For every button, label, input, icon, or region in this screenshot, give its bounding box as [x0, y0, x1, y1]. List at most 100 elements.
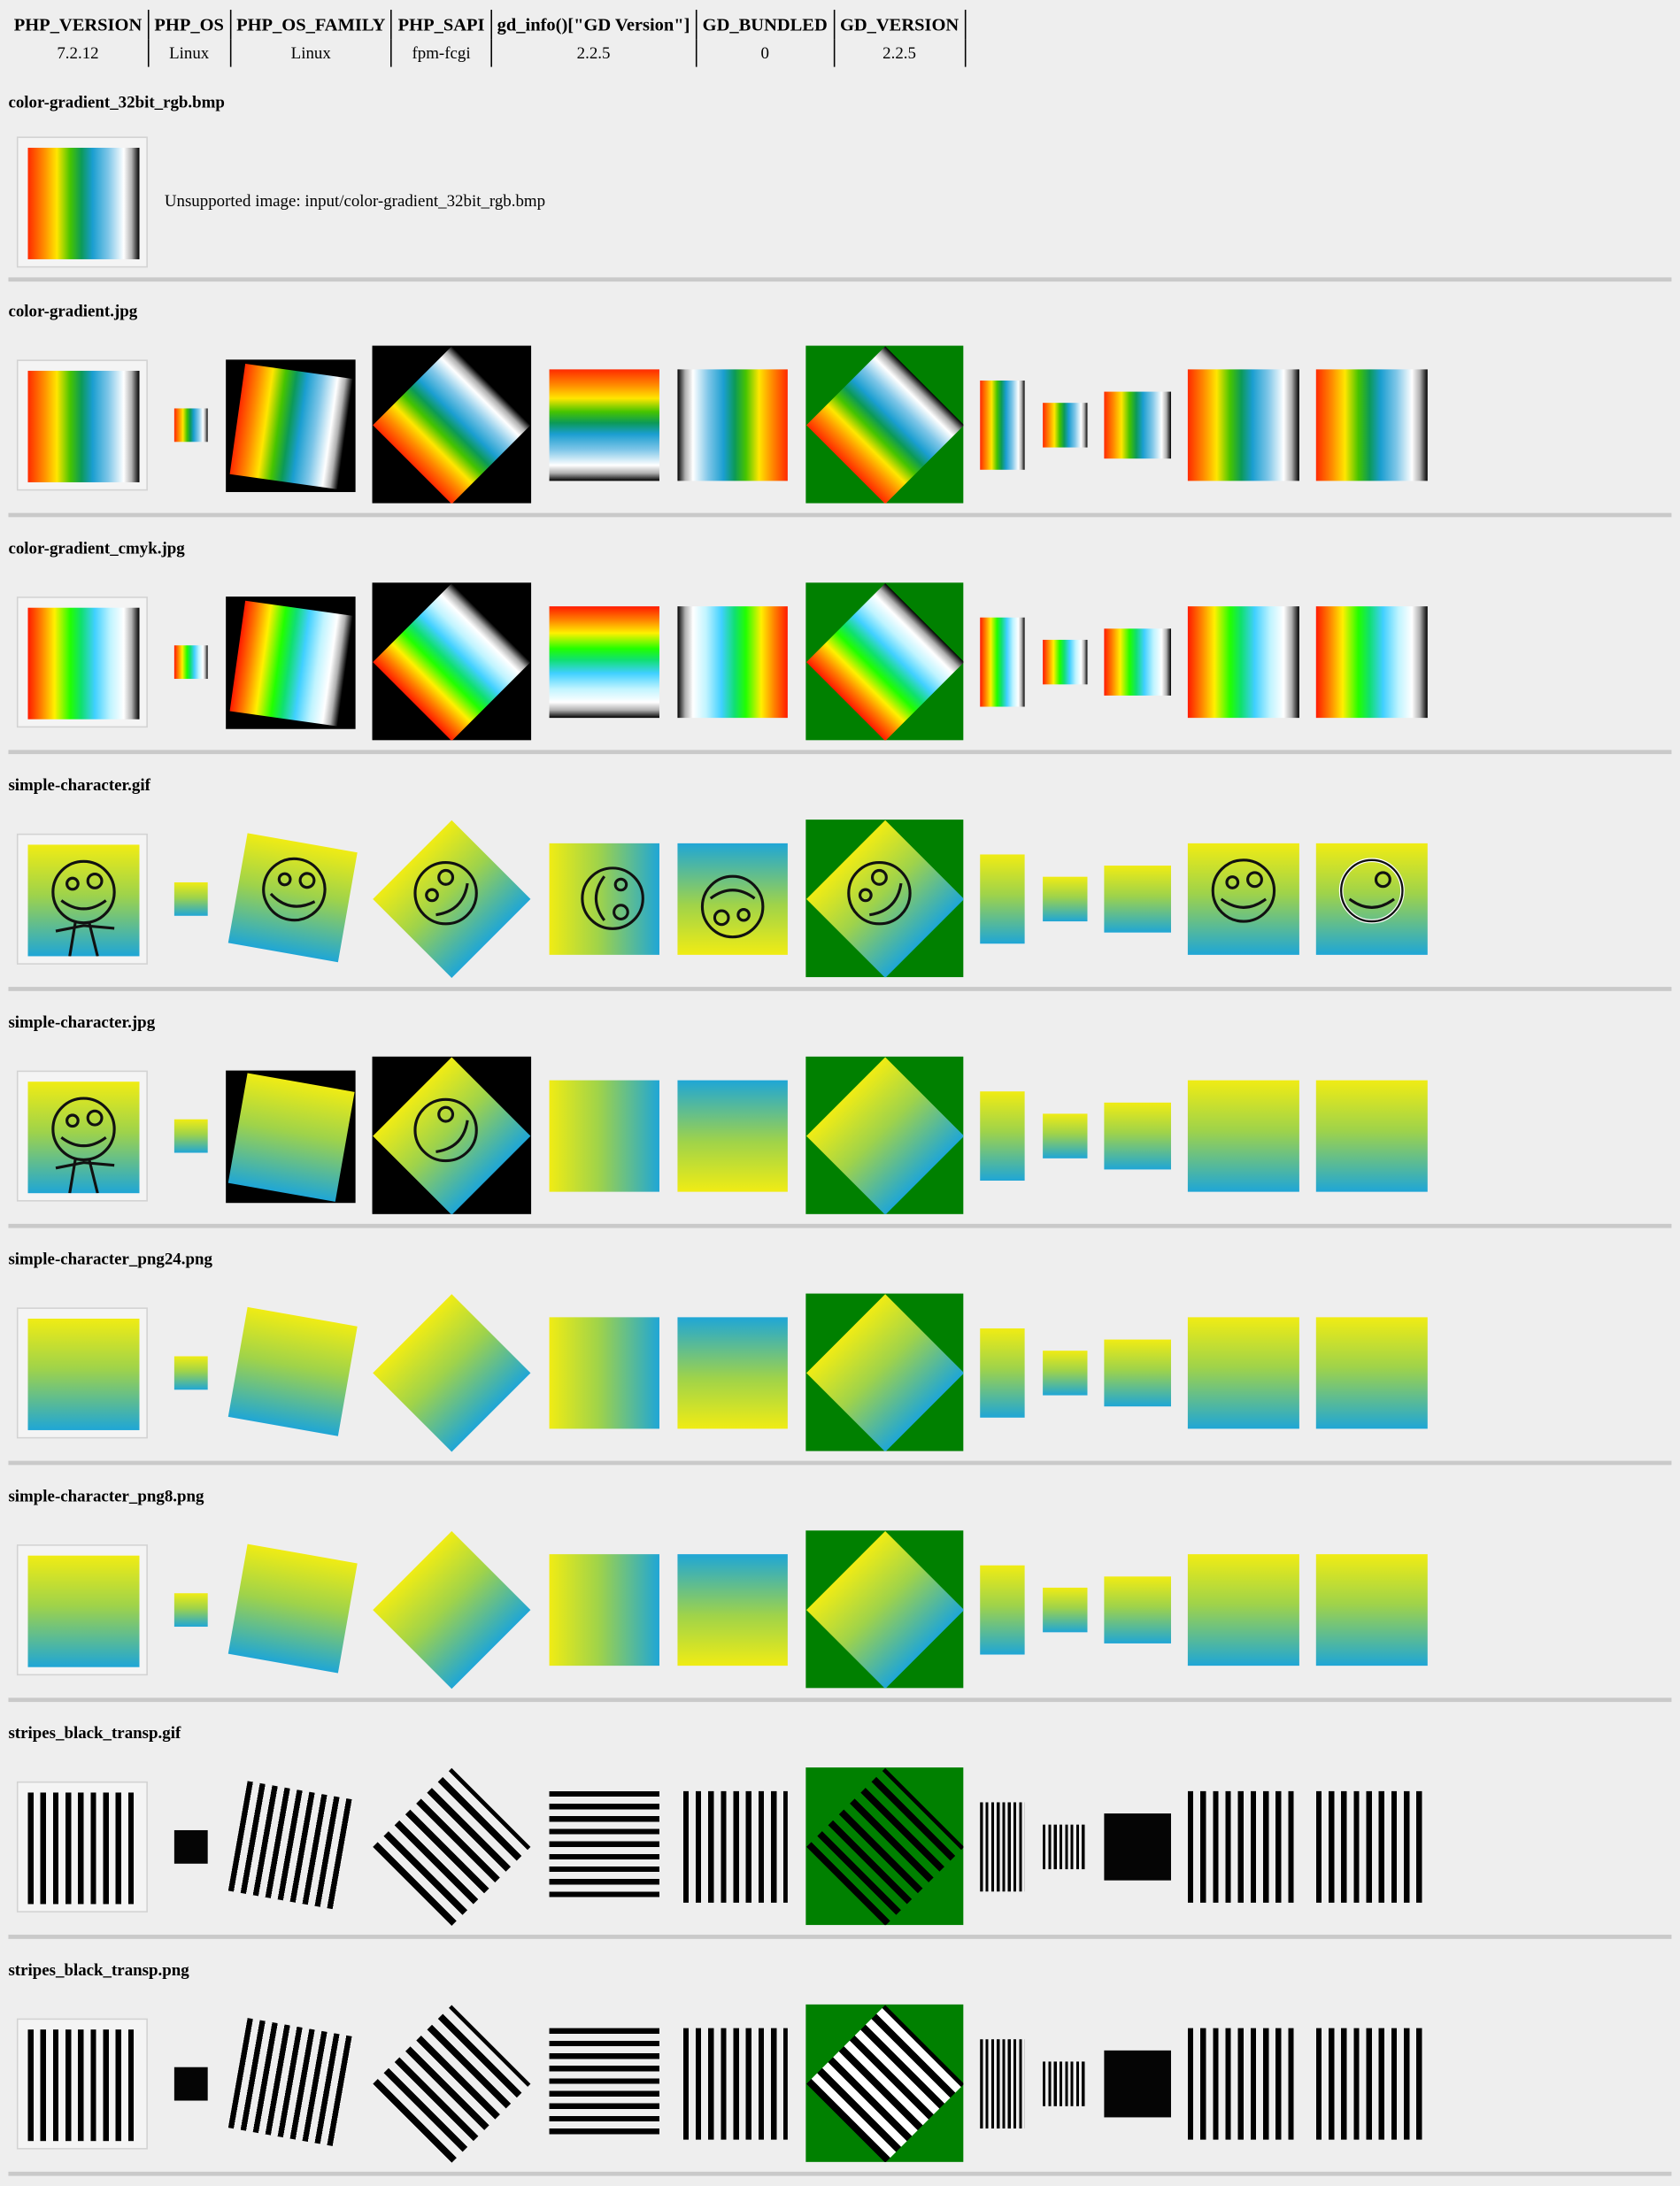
gd-info-version-header: gd_info()["GD Version"] — [490, 10, 697, 40]
section-separator — [8, 1223, 1672, 1228]
character-face-icon — [413, 860, 478, 926]
rotated-90-image — [549, 843, 659, 955]
resized-medium-image — [1104, 1339, 1171, 1407]
rotated-90-image — [549, 606, 659, 719]
resized-small-image — [1043, 403, 1088, 448]
rotated-green-bg-image — [805, 1530, 964, 1689]
resized-tall-image — [980, 1565, 1025, 1655]
rotated-green-bg-image — [805, 1293, 964, 1451]
resized-tall-image — [980, 1328, 1025, 1418]
unsupported-image-message: Unsupported image: input/color-gradient_… — [164, 190, 546, 211]
character-face-icon — [51, 859, 116, 957]
resized-medium-image — [1104, 1576, 1171, 1643]
rotated-small-image — [226, 359, 356, 492]
section-separator — [8, 750, 1672, 755]
rotated-45-image — [372, 345, 532, 504]
resized-small-image — [1043, 1113, 1088, 1158]
character-image — [27, 1555, 140, 1667]
rotated-small-image — [227, 1543, 358, 1674]
character-image — [27, 844, 140, 957]
original-image — [27, 370, 140, 482]
resized-tall-image — [980, 617, 1025, 707]
rotated-content — [806, 1531, 964, 1689]
resized-small-image — [1043, 876, 1088, 922]
character-face-icon — [1211, 858, 1276, 923]
filtered-image — [1187, 1317, 1299, 1429]
rotated-content — [806, 1057, 964, 1214]
edge-detect-image — [1315, 843, 1428, 955]
edge-detect-image — [1315, 1317, 1428, 1429]
section-title-bmp: color-gradient_32bit_rgb.bmp — [8, 91, 225, 112]
rotated-45-image — [373, 1531, 531, 1690]
gd-version-value: 2.2.5 — [833, 39, 967, 67]
rotated-small-image — [227, 1781, 358, 1911]
resized-tall-image — [980, 1802, 1025, 1892]
filtered-image — [1187, 606, 1299, 719]
rotated-green-bg-image — [805, 345, 964, 504]
rotated-small-image — [227, 2018, 358, 2148]
filtered-image — [1187, 369, 1299, 481]
rotated-content — [229, 364, 353, 489]
php-version-header: PHP_VERSION — [8, 10, 150, 40]
rotated-green-bg-image — [805, 582, 964, 741]
thumbnail-image — [173, 1829, 208, 1864]
flipped-image — [677, 1317, 788, 1429]
section-title-stripes-gif: stripes_black_transp.gif — [8, 1722, 181, 1743]
section-separator — [8, 2171, 1672, 2176]
php-info-table: PHP_VERSION PHP_OS PHP_OS_FAMILY PHP_SAP… — [8, 10, 967, 67]
rotated-content — [373, 1057, 531, 1214]
thumbnail-image — [173, 881, 208, 916]
section-separator — [8, 1460, 1672, 1466]
section-separator — [8, 512, 1672, 518]
rotated-45-image — [373, 820, 531, 978]
rotated-content — [806, 1294, 964, 1451]
rotated-45-image — [373, 1294, 531, 1452]
php-os-family-value: Linux — [229, 39, 393, 67]
rotated-content — [806, 1767, 964, 1926]
resized-medium-image — [1104, 866, 1171, 933]
character-face-icon — [700, 874, 765, 939]
rotated-45-image — [372, 1056, 532, 1214]
thumbnail-image — [173, 408, 208, 443]
section-title-stripes-png: stripes_black_transp.png — [8, 1959, 189, 1980]
section-title-character-jpg: simple-character.jpg — [8, 1012, 156, 1032]
gd-version-header: GD_VERSION — [833, 10, 967, 40]
resized-medium-image — [1104, 391, 1171, 459]
filtered-image-2 — [1315, 369, 1428, 481]
rotated-45-image — [373, 1767, 531, 1926]
resized-small-image — [1043, 1824, 1088, 1870]
section-title-character-png8: simple-character_png8.png — [8, 1485, 204, 1505]
original-image-frame — [16, 833, 148, 965]
rotated-90-image — [549, 1790, 659, 1903]
character-face-icon — [413, 1097, 478, 1163]
rotated-90-image — [549, 1554, 659, 1666]
php-os-family-header: PHP_OS_FAMILY — [229, 10, 393, 40]
thumbnail-image — [173, 2067, 208, 2101]
thumbnail-image — [173, 645, 208, 680]
rotated-small-image — [227, 833, 358, 963]
original-image-frame — [16, 1307, 148, 1439]
resized-small-image — [1043, 1351, 1088, 1396]
filtered-image — [1187, 1554, 1299, 1666]
flipped-image — [677, 1554, 788, 1666]
flipped-image — [682, 1790, 788, 1903]
rotated-green-bg-image — [805, 2004, 964, 2162]
stripes-image — [27, 2029, 140, 2142]
resized-small-image — [1043, 2061, 1088, 2106]
rotated-green-bg-image — [805, 820, 964, 978]
rotated-90-image — [549, 1080, 659, 1192]
rotated-content — [806, 346, 964, 504]
flipped-image — [682, 2028, 788, 2140]
rotated-content — [806, 583, 964, 741]
flipped-image — [677, 369, 788, 481]
original-image-frame — [16, 1070, 148, 1202]
resized-tall-image — [980, 1091, 1025, 1182]
rotated-content — [373, 346, 531, 504]
resized-medium-image — [1104, 2050, 1171, 2118]
filtered-image — [1187, 1790, 1299, 1903]
filtered-image — [1187, 843, 1299, 955]
gd-bundled-value: 0 — [696, 39, 835, 67]
original-image-frame — [16, 359, 148, 491]
flipped-image — [677, 843, 788, 955]
